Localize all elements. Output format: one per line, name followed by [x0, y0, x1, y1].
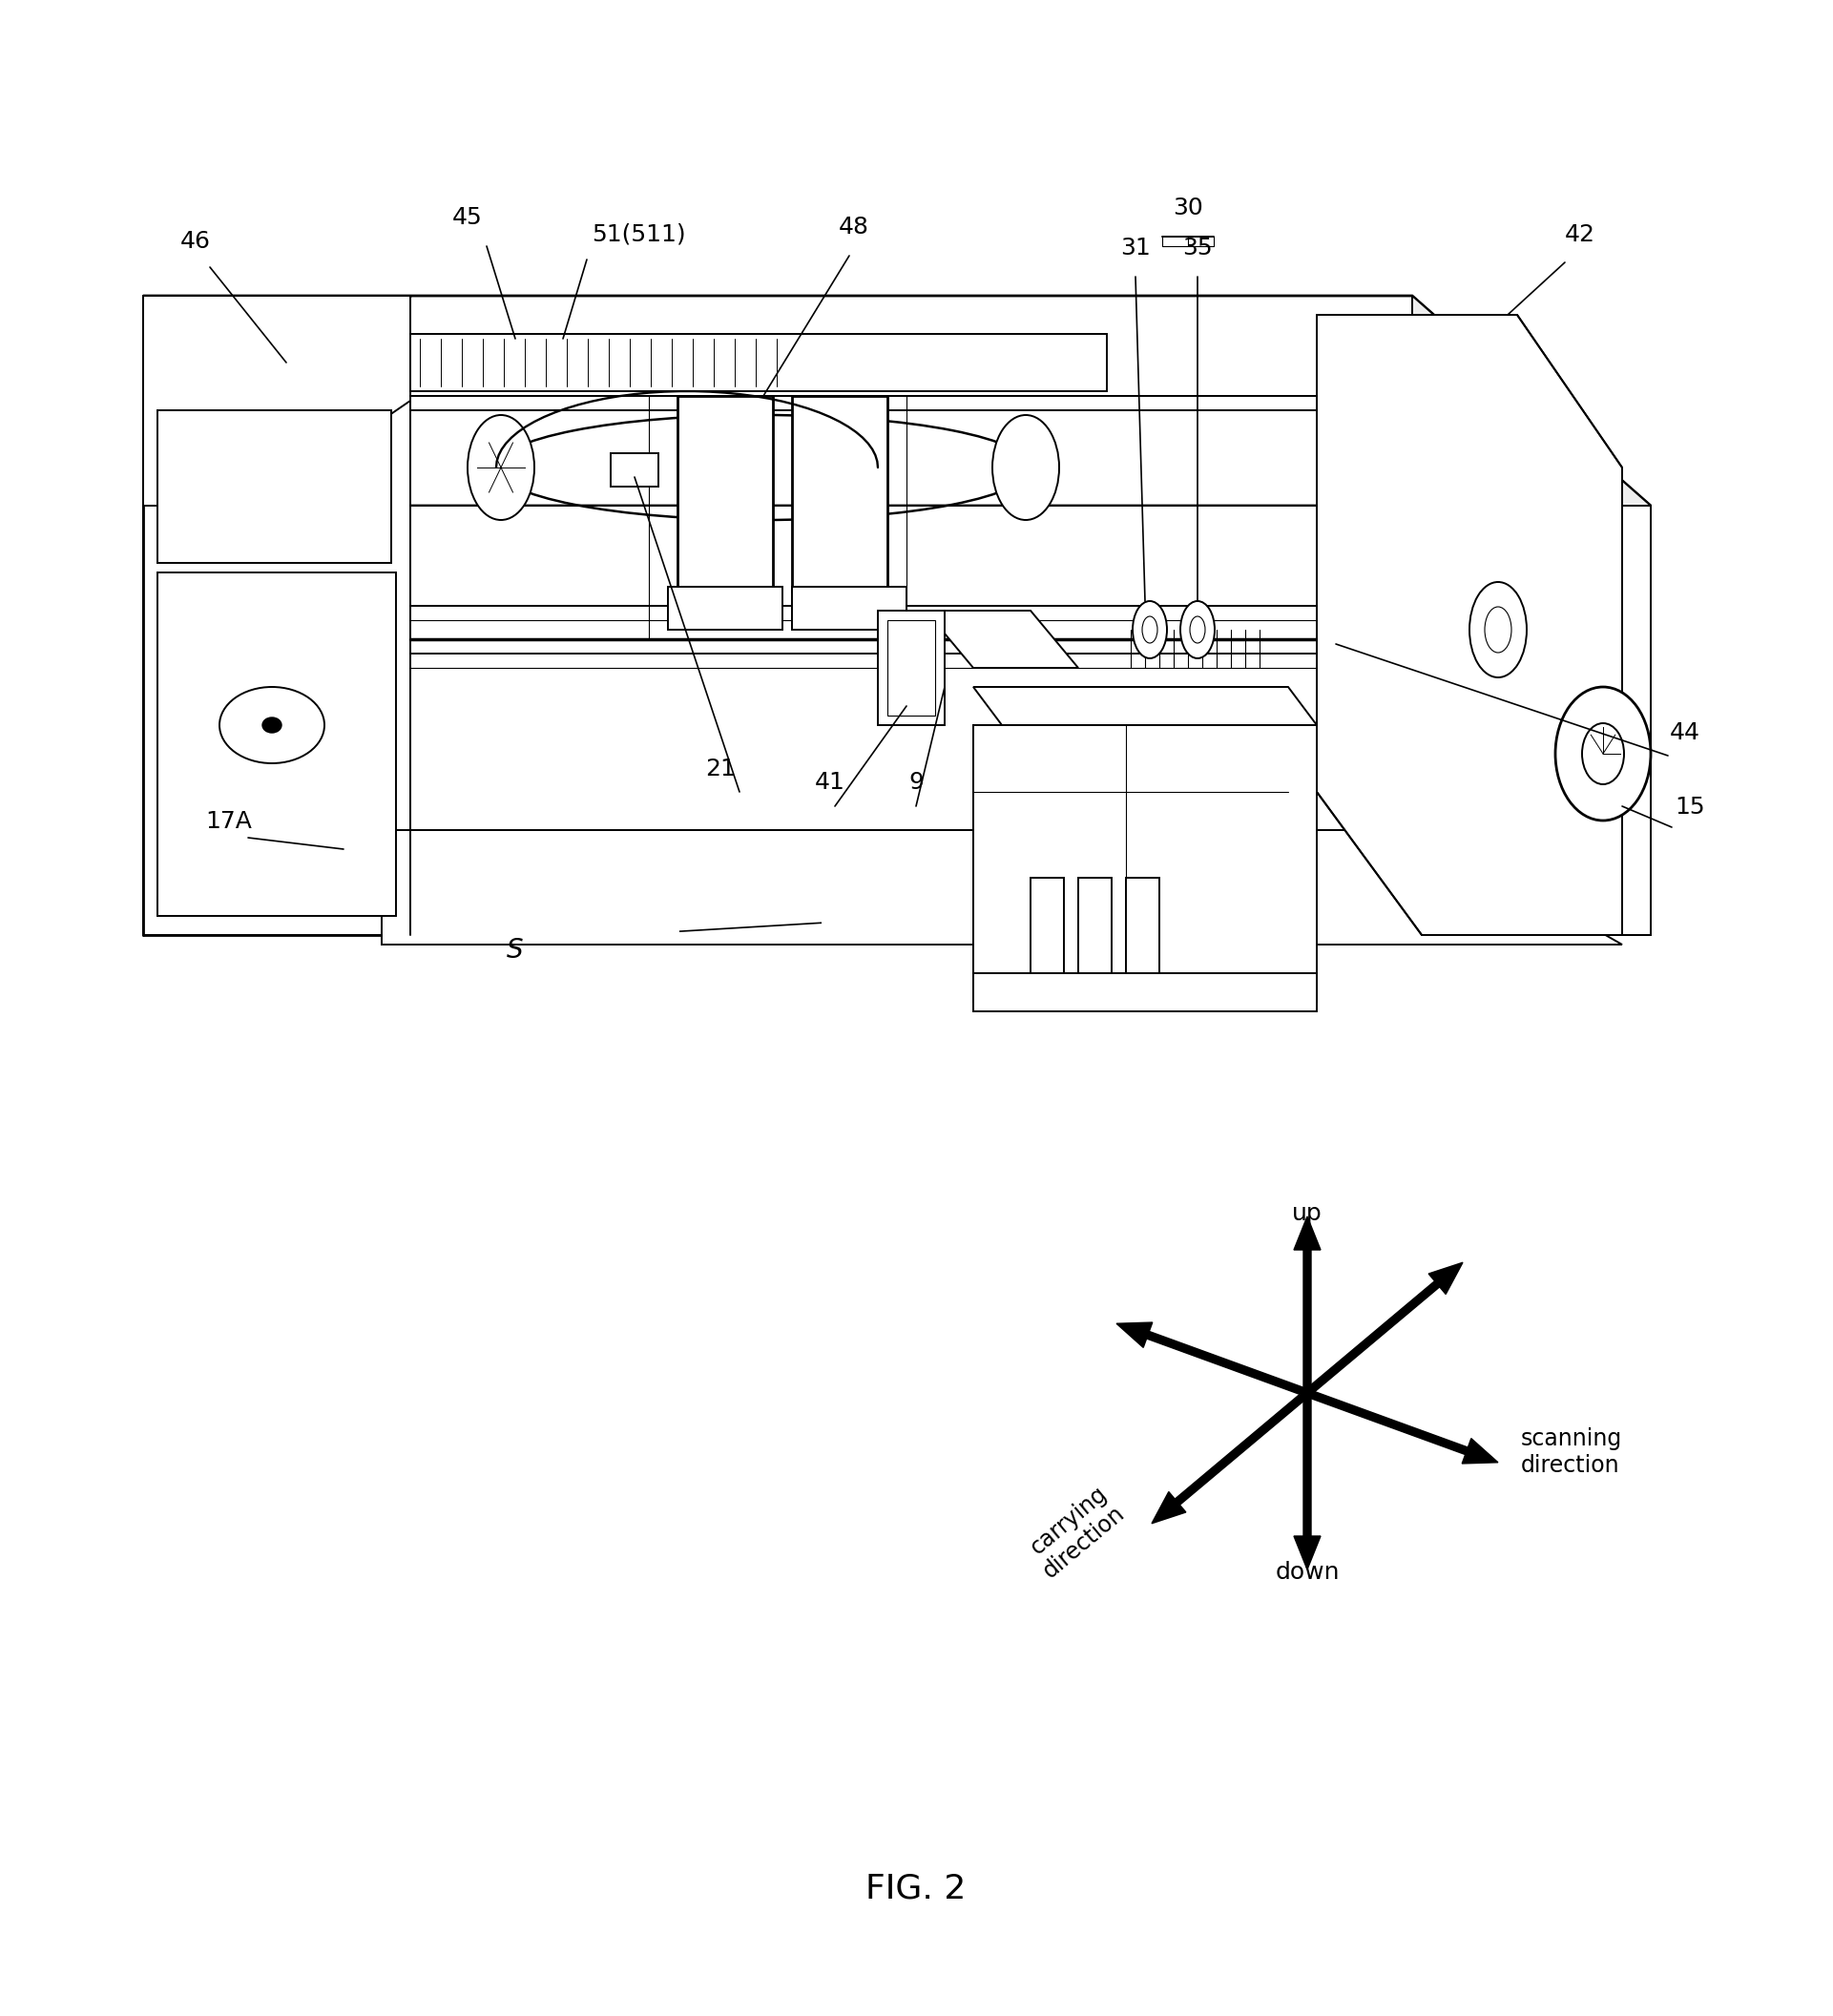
Polygon shape	[1316, 314, 1622, 935]
Text: 44: 44	[1670, 722, 1701, 744]
Polygon shape	[143, 296, 1652, 506]
Text: 15: 15	[1675, 796, 1705, 818]
Polygon shape	[878, 611, 944, 726]
FancyArrow shape	[1305, 1389, 1498, 1464]
Ellipse shape	[1470, 583, 1527, 677]
Ellipse shape	[220, 687, 324, 764]
Polygon shape	[1411, 296, 1652, 935]
Text: S: S	[508, 937, 524, 964]
Ellipse shape	[1485, 607, 1512, 653]
Text: 51(511): 51(511)	[592, 224, 686, 246]
Polygon shape	[143, 296, 411, 506]
Text: 17A: 17A	[205, 810, 251, 833]
Text: 35: 35	[1182, 236, 1213, 260]
Polygon shape	[411, 335, 1107, 391]
Polygon shape	[158, 831, 763, 915]
Text: 48: 48	[840, 216, 869, 238]
Text: 9: 9	[909, 770, 924, 794]
Polygon shape	[1125, 877, 1158, 974]
Ellipse shape	[1133, 601, 1168, 659]
Polygon shape	[1030, 877, 1063, 974]
Polygon shape	[158, 573, 396, 915]
Polygon shape	[381, 831, 1622, 946]
Polygon shape	[610, 454, 658, 486]
Text: up: up	[1292, 1202, 1322, 1226]
Text: 41: 41	[816, 770, 845, 794]
Text: carrying
direction: carrying direction	[1021, 1482, 1129, 1583]
Polygon shape	[678, 395, 774, 591]
Text: 42: 42	[1565, 224, 1595, 246]
Text: FIG. 2: FIG. 2	[865, 1873, 966, 1905]
Text: down: down	[1276, 1560, 1340, 1585]
Text: scanning
direction: scanning direction	[1521, 1427, 1622, 1478]
Ellipse shape	[1190, 617, 1204, 643]
Polygon shape	[667, 587, 783, 629]
Polygon shape	[973, 687, 1316, 726]
Polygon shape	[792, 587, 907, 629]
Polygon shape	[792, 395, 887, 591]
FancyArrow shape	[1294, 1216, 1320, 1393]
Polygon shape	[973, 726, 1289, 974]
Polygon shape	[158, 411, 390, 562]
Ellipse shape	[1180, 601, 1215, 659]
Text: 45: 45	[453, 206, 482, 230]
Polygon shape	[973, 726, 1316, 1002]
Polygon shape	[143, 296, 381, 935]
Polygon shape	[143, 296, 411, 935]
Text: 21: 21	[706, 758, 735, 780]
FancyArrow shape	[1116, 1322, 1309, 1397]
Text: 31: 31	[1120, 236, 1151, 260]
Ellipse shape	[1582, 724, 1624, 784]
Ellipse shape	[262, 718, 282, 732]
Ellipse shape	[992, 415, 1059, 520]
Polygon shape	[381, 506, 1652, 935]
Polygon shape	[1078, 877, 1111, 974]
Text: 30: 30	[1173, 196, 1202, 220]
FancyArrow shape	[1294, 1393, 1320, 1570]
Polygon shape	[973, 974, 1316, 1012]
Ellipse shape	[1556, 687, 1652, 821]
FancyArrow shape	[1305, 1262, 1463, 1395]
Ellipse shape	[1142, 617, 1157, 643]
Text: 46: 46	[180, 230, 211, 252]
FancyArrow shape	[1151, 1391, 1311, 1524]
Polygon shape	[926, 611, 1078, 667]
Ellipse shape	[467, 415, 535, 520]
Polygon shape	[887, 621, 935, 716]
